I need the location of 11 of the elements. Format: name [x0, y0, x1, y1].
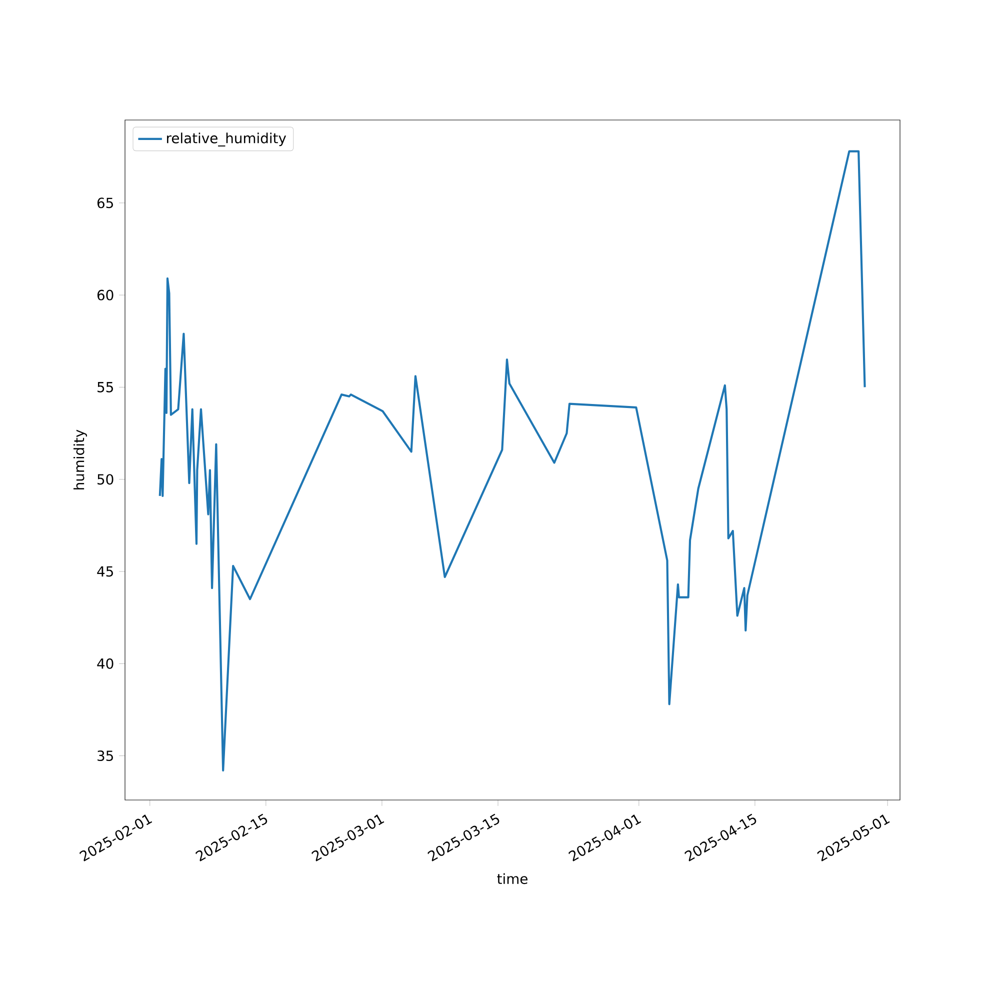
y-tick-label: 55: [98, 382, 113, 392]
y-tick-label: 50: [98, 474, 114, 485]
y-tick-label: 40: [97, 658, 114, 669]
y-tick-label: 60: [97, 290, 114, 300]
y-axis-title: humidity: [74, 430, 87, 490]
legend-label: relative_humidity: [167, 132, 286, 146]
line-series: [158, 150, 866, 772]
y-tick-label: 65: [97, 198, 113, 208]
y-tick-label: 35: [98, 750, 113, 762]
x-axis-title: time: [497, 873, 528, 884]
y-tick-label: 45: [97, 566, 113, 577]
